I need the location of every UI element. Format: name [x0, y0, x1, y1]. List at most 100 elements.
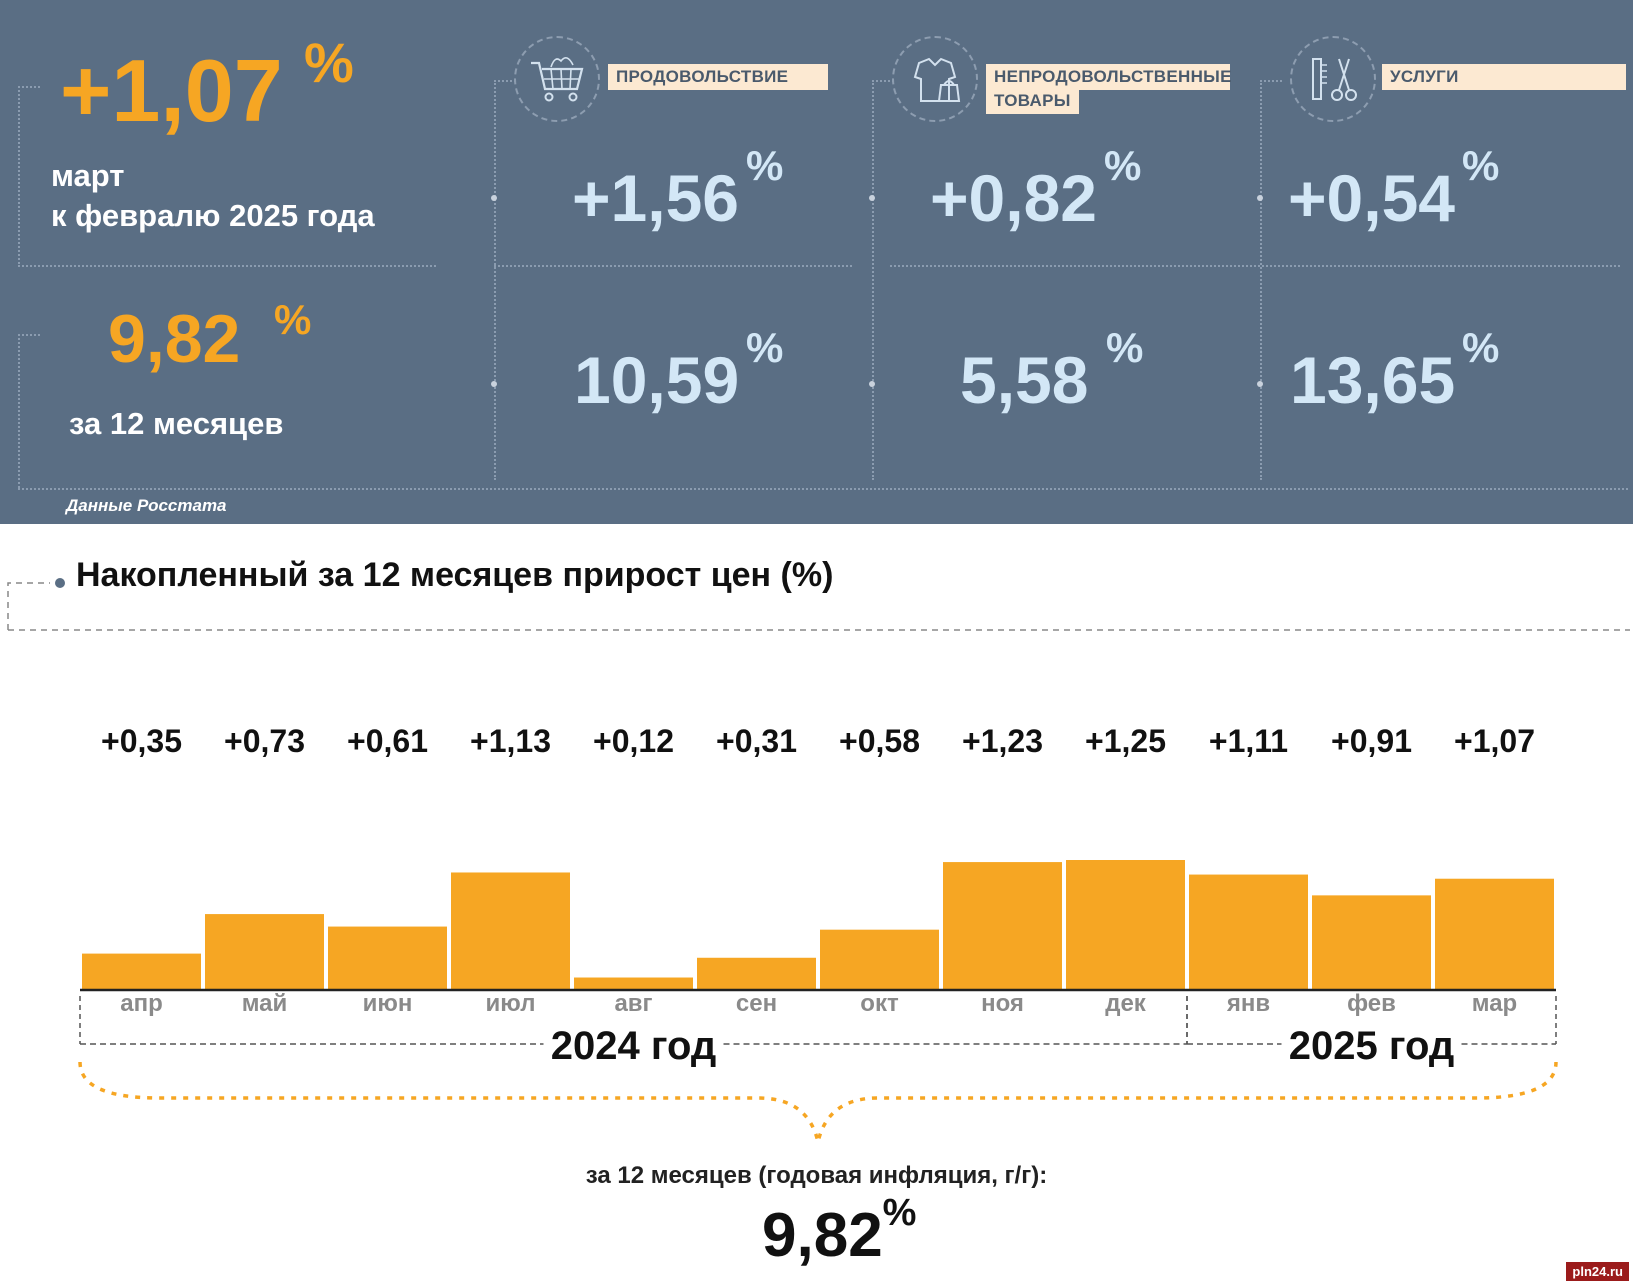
divider	[1260, 80, 1262, 480]
title-bracket	[7, 578, 1630, 631]
month-label-июл: июл	[486, 990, 536, 1017]
food-annual-value: 10,59%	[574, 324, 784, 417]
divider	[872, 80, 874, 480]
divider	[1260, 80, 1282, 82]
total-annual-inflation: 9,82%	[762, 1192, 917, 1270]
month-label-дек: дек	[1105, 990, 1147, 1017]
value-label-янв: +1,11	[1209, 723, 1288, 759]
bar-янв	[1189, 874, 1308, 990]
year-groups: 2024 год 2025 год	[79, 996, 1557, 1068]
data-source: Данные Росстата	[66, 496, 227, 515]
clothes-icon	[892, 36, 978, 122]
percent-sign: %	[746, 324, 784, 371]
divider	[494, 265, 852, 267]
bar-окт	[820, 929, 939, 990]
node-dot	[491, 381, 497, 387]
month-label-авг: авг	[614, 990, 652, 1017]
value-label-мар: +1,07	[1454, 723, 1535, 759]
watermark-logo: pln24.ru	[1566, 1262, 1629, 1281]
year-group-0: 2024 год	[79, 996, 1188, 1068]
value-labels: +0,35 +0,73 +0,61 +1,13 +0,12 +0,31 +0,58 +1,23…	[101, 723, 1535, 759]
year-label-0: 2024 год	[551, 1024, 717, 1068]
bar-июл	[451, 872, 570, 990]
bar-авг	[574, 977, 693, 990]
monthly-caption-line1: март	[51, 158, 125, 193]
divider	[18, 334, 40, 336]
scissors-comb-icon	[1290, 36, 1376, 122]
value-label-авг: +0,12	[593, 723, 674, 759]
services-annual-value: 13,65%	[1290, 324, 1500, 417]
category-label-services: УСЛУГИ	[1382, 64, 1626, 90]
month-label-ноя: ноя	[981, 990, 1024, 1017]
value-label-май: +0,73	[224, 723, 305, 759]
value-label-июн: +0,61	[347, 723, 428, 759]
nonfood-annual-value: 5,58%	[960, 324, 1144, 417]
category-label-nonfood-line1: НЕПРОДОВОЛЬСТВЕННЫЕ	[986, 64, 1231, 90]
bar-апр	[82, 953, 201, 990]
monthly-inflation-value: +1,07%	[60, 31, 354, 140]
percent-sign: %	[746, 142, 784, 189]
month-label-окт: окт	[860, 990, 899, 1017]
value-label-дек: +1,25	[1085, 723, 1166, 759]
bar-дек	[1066, 860, 1185, 990]
percent-sign: %	[304, 31, 354, 94]
node-dot	[869, 195, 875, 201]
month-label-янв: янв	[1226, 990, 1270, 1017]
summary-panel: +1,07% март к февралю 2025 года 9,82% за…	[0, 0, 1633, 524]
bar-июн	[328, 926, 447, 990]
percent-sign: %	[274, 296, 312, 343]
month-label-июн: июн	[363, 990, 413, 1017]
divider	[18, 86, 40, 88]
percent-sign: %	[1462, 324, 1500, 371]
month-label-сен: сен	[736, 990, 777, 1017]
monthly-caption-line2: к февралю 2025 года	[51, 198, 375, 233]
food-monthly-value: +1,56%	[572, 142, 784, 235]
annual-inflation-value: 9,82%	[108, 296, 312, 377]
month-label-май: май	[242, 990, 288, 1017]
annual-caption: за 12 месяцев	[69, 406, 284, 441]
node-dot	[1257, 195, 1263, 201]
value-label-окт: +0,58	[839, 723, 920, 759]
category-label-food: ПРОДОВОЛЬСТВИЕ	[608, 64, 828, 90]
bar-фев	[1312, 895, 1431, 990]
divider	[494, 80, 516, 82]
divider	[872, 80, 894, 82]
divider	[494, 80, 496, 480]
year-label-1: 2025 год	[1289, 1024, 1455, 1068]
bar-май	[205, 914, 324, 990]
node-dot	[1257, 381, 1263, 387]
year-group-1: 2025 год	[1186, 996, 1557, 1068]
month-label-мар: мар	[1472, 990, 1517, 1017]
percent-sign: %	[1106, 324, 1144, 371]
bar-мар	[1435, 878, 1554, 990]
value-label-апр: +0,35	[101, 723, 182, 759]
category-label-nonfood-line2: ТОВАРЫ	[986, 88, 1079, 114]
divider	[890, 265, 1620, 267]
value-label-сен: +0,31	[716, 723, 797, 759]
services-monthly-value: +0,54%	[1288, 142, 1500, 235]
percent-sign: %	[1104, 142, 1142, 189]
month-label-апр: апр	[120, 990, 163, 1017]
nonfood-monthly-value: +0,82%	[930, 142, 1142, 235]
divider	[18, 334, 20, 488]
divider	[18, 488, 1628, 490]
value-label-ноя: +1,23	[962, 723, 1043, 759]
chart-title: Накопленный за 12 месяцев прирост цен (%…	[76, 556, 834, 594]
divider	[18, 265, 436, 267]
bar-сен	[697, 957, 816, 990]
value-label-июл: +1,13	[470, 723, 551, 759]
month-labels: апр май июн июл авг сен окт ноя дек янв фев мар	[120, 990, 1517, 1017]
twelve-month-brace	[78, 1061, 1558, 1143]
value-label-фев: +0,91	[1331, 723, 1412, 759]
total-caption: за 12 месяцев (годовая инфляция, г/г):	[585, 1162, 1048, 1189]
divider	[18, 86, 20, 264]
percent-sign: %	[882, 1192, 917, 1234]
node-dot	[491, 195, 497, 201]
bars-group	[82, 860, 1554, 990]
node-dot	[869, 381, 875, 387]
bar-ноя	[943, 862, 1062, 990]
percent-sign: %	[1462, 142, 1500, 189]
month-label-фев: фев	[1347, 990, 1396, 1017]
shopping-cart-icon	[514, 36, 600, 122]
